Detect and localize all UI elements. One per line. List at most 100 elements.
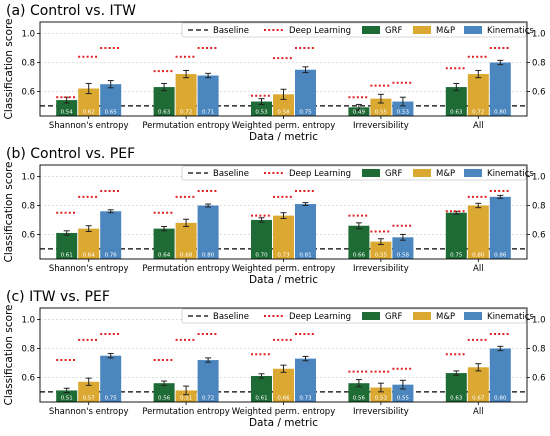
bar-mandp — [467, 74, 489, 116]
panel-2: (b) Control vs. PEF 0.6 0.6 0.8 0.8 1.0 1.0 Cla… — [3, 146, 546, 286]
x-tick-label: Permutation entropy — [142, 121, 229, 131]
legend-swatch-mandp — [413, 169, 431, 177]
bar-value-label: 0.76 — [105, 253, 118, 259]
bar-value-label: 0.57 — [83, 396, 96, 402]
legend-swatch-kinematics — [464, 169, 482, 177]
y-tick-label-right: 0.6 — [532, 87, 546, 97]
legend-label-kinematics: Kinematics — [487, 169, 534, 179]
bar-value-label: 0.68 — [180, 253, 193, 259]
x-tick-label: Weighted perm. entropy — [232, 264, 335, 274]
bar-value-label: 0.75 — [450, 253, 463, 259]
bar-mandp — [467, 205, 489, 259]
legend-swatch-mandp — [413, 26, 431, 34]
legend-label-grf: GRF — [385, 26, 402, 36]
legend-label-grf: GRF — [385, 312, 402, 322]
bar-grf — [56, 100, 78, 116]
x-tick-label: Shannon's entropy — [49, 407, 129, 417]
x-axis-label: Data / metric — [249, 274, 318, 286]
bar-mandp — [175, 390, 197, 402]
bar-grf — [153, 87, 175, 116]
bar-grf — [445, 373, 467, 402]
legend-swatch-kinematics — [464, 26, 482, 34]
y-tick-label-right: 0.8 — [532, 344, 546, 354]
y-tick-label: 1.0 — [21, 30, 35, 40]
bar-value-label: 0.66 — [353, 253, 366, 259]
bar-value-label: 0.55 — [375, 253, 388, 259]
legend-deep-learning-label: Deep Learning — [289, 312, 351, 322]
bar-mandp — [467, 367, 489, 402]
bar-value-label: 0.86 — [494, 253, 507, 259]
y-tick-label: 1.0 — [21, 173, 35, 183]
bar-mandp — [370, 387, 392, 402]
bar-kinematics — [392, 101, 414, 116]
bar-value-label: 0.75 — [299, 110, 312, 116]
legend-label-mandp: M&P — [436, 312, 455, 322]
legend-baseline-label: Baseline — [213, 312, 249, 322]
bar-grf — [153, 228, 175, 259]
bar-grf — [445, 212, 467, 259]
x-tick-label: Irreversibility — [353, 264, 409, 274]
legend-swatch-grf — [362, 26, 380, 34]
y-axis-label: Classification score — [3, 161, 15, 262]
bar-mandp — [78, 381, 100, 402]
legend-swatch-mandp — [413, 312, 431, 320]
bar-value-label: 0.73 — [277, 253, 290, 259]
legend-label-kinematics: Kinematics — [487, 26, 534, 36]
bar-value-label: 0.80 — [202, 253, 215, 259]
bar-grf — [348, 383, 370, 402]
x-axis-label: Data / metric — [249, 417, 318, 429]
y-axis-label: Classification score — [3, 304, 15, 405]
bar-value-label: 0.64 — [83, 253, 96, 259]
bar-value-label: 0.73 — [299, 396, 312, 402]
bar-kinematics — [295, 69, 316, 116]
panel-3: (c) ITW vs. PEF 0.6 0.6 0.8 0.8 1.0 1.0 Classif… — [3, 289, 546, 429]
y-tick-label: 0.6 — [21, 373, 35, 383]
x-tick-label: Irreversibility — [353, 407, 409, 417]
legend-box — [181, 165, 527, 181]
legend-box — [181, 308, 527, 324]
bar-value-label: 0.80 — [494, 110, 507, 116]
bar-kinematics — [295, 204, 316, 259]
y-tick-label-right: 1.0 — [532, 30, 546, 40]
bar-value-label: 0.81 — [299, 253, 311, 259]
bar-grf — [153, 383, 175, 402]
x-tick-label: Irreversibility — [353, 121, 409, 131]
x-tick-label: Shannon's entropy — [49, 121, 129, 131]
y-tick-label-right: 1.0 — [532, 316, 546, 326]
y-tick-label-right: 0.6 — [532, 230, 546, 240]
bar-value-label: 0.53 — [397, 110, 410, 116]
bar-grf — [445, 87, 467, 116]
bar-kinematics — [489, 62, 511, 116]
bar-value-label: 0.80 — [472, 253, 485, 259]
bar-value-label: 0.55 — [375, 110, 388, 116]
bar-mandp — [78, 88, 100, 116]
bar-kinematics — [100, 355, 122, 402]
bar-value-label: 0.54 — [61, 110, 74, 116]
bar-value-label: 0.75 — [105, 396, 118, 402]
bar-value-label: 0.63 — [450, 396, 463, 402]
axes-frame — [39, 21, 528, 117]
x-tick-label: Weighted perm. entropy — [232, 121, 335, 131]
y-tick-label: 0.8 — [21, 344, 35, 354]
bar-kinematics — [197, 360, 219, 402]
y-tick-label: 0.6 — [21, 230, 35, 240]
bar-value-label: 0.63 — [158, 110, 171, 116]
y-axis-label: Classification score — [3, 18, 15, 119]
legend: Baseline Deep Learning GRF M&P Kinematics — [181, 165, 534, 181]
bar-value-label: 0.72 — [472, 110, 484, 116]
x-tick-label: Permutation entropy — [142, 407, 229, 417]
bar-mandp — [273, 94, 294, 116]
bar-value-label: 0.55 — [397, 396, 410, 402]
bar-grf — [251, 101, 272, 116]
legend-swatch-grf — [362, 169, 380, 177]
legend-label-mandp: M&P — [436, 169, 455, 179]
bar-kinematics — [197, 205, 219, 259]
bar-value-label: 0.53 — [375, 396, 388, 402]
bar-kinematics — [100, 84, 122, 116]
bar-grf — [251, 219, 272, 259]
bar-kinematics — [197, 75, 219, 116]
legend-baseline-label: Baseline — [213, 169, 249, 179]
y-tick-label-right: 0.6 — [532, 373, 546, 383]
bar-value-label: 0.72 — [202, 396, 214, 402]
